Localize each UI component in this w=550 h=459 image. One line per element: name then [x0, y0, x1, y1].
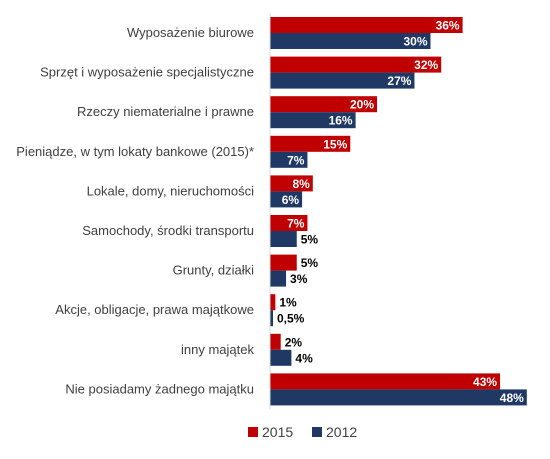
category-label: Samochody, środki transportu: [82, 223, 254, 238]
category-label: inny majątek: [181, 342, 254, 357]
bar-2015: [270, 373, 501, 390]
data-label-2015: 36%: [436, 19, 460, 33]
bar-2015: [270, 294, 276, 311]
data-label-2012: 4%: [295, 351, 313, 365]
bar-2015: [270, 96, 377, 113]
bar-2012: [270, 33, 431, 49]
data-label-2012: 6%: [282, 193, 300, 207]
bar-2012: [270, 191, 303, 208]
bar-2012: [270, 270, 287, 287]
legend: 2015 2012: [248, 424, 357, 440]
data-label-2015: 15%: [323, 137, 347, 151]
bar-2012: [270, 231, 297, 247]
data-label-2012: 27%: [387, 74, 411, 88]
data-label-2015: 5%: [301, 256, 319, 270]
bar-2012: [270, 310, 273, 327]
legend-swatch-2012: [312, 427, 322, 437]
bar-2015: [270, 254, 297, 271]
data-label-2015: 8%: [292, 177, 310, 191]
bar-2012: [270, 112, 356, 129]
data-label-2015: 1%: [279, 296, 297, 310]
category-label: Akcje, obligacje, prawa majątkowe: [55, 302, 254, 317]
bar-2012: [270, 72, 415, 89]
bar-2012: [270, 349, 292, 366]
data-label-2015: 43%: [473, 375, 497, 389]
category-label: Pieniądze, w tym lokaty bankowe (2015)*: [16, 144, 254, 159]
bar-2015: [270, 175, 313, 192]
category-label: Lokale, domy, nieruchomości: [87, 183, 255, 198]
category-label: Rzeczy niematerialne i prawne: [77, 104, 254, 119]
category-label: Wyposażenie biurowe: [127, 25, 254, 40]
category-label: Sprzęt i wyposażenie specjalistyczne: [40, 65, 254, 80]
bar-2015: [270, 17, 463, 33]
category-label: Nie posiadamy żadnego majątku: [65, 381, 254, 396]
data-label-2015: 20%: [350, 98, 374, 112]
bar-2015: [270, 333, 281, 350]
legend-label-2012: 2012: [326, 424, 357, 440]
category-labels: Wyposażenie biurowe Sprzęt i wyposażenie …: [16, 25, 254, 396]
bar-2012: [270, 389, 527, 406]
data-label-2012: 0,5%: [277, 312, 305, 326]
bars: [270, 17, 527, 406]
bar-2015: [270, 215, 308, 231]
bar-2015: [270, 56, 442, 73]
data-label-2012: 5%: [301, 233, 319, 247]
bar-2015: [270, 135, 351, 152]
bar-2012: [270, 151, 308, 168]
legend-swatch-2015: [248, 427, 258, 437]
data-label-2012: 3%: [290, 272, 308, 286]
legend-label-2015: 2015: [262, 424, 293, 440]
value-labels: 36% 30% 32%27% 20% 16% 15% 7% 8% 6% 7% 5% 5% 3% 1% 0,5…: [277, 19, 524, 405]
data-label-2015: 2%: [285, 335, 303, 349]
data-label-2012: 16%: [329, 114, 353, 128]
data-label-2012: 7%: [287, 153, 305, 167]
category-label: Grunty, działki: [173, 263, 255, 278]
data-label-2012: 48%: [500, 391, 524, 405]
data-label-2015: 32%: [414, 58, 438, 72]
data-label-2012: 30%: [403, 35, 427, 49]
data-label-2015: 7%: [287, 217, 305, 231]
